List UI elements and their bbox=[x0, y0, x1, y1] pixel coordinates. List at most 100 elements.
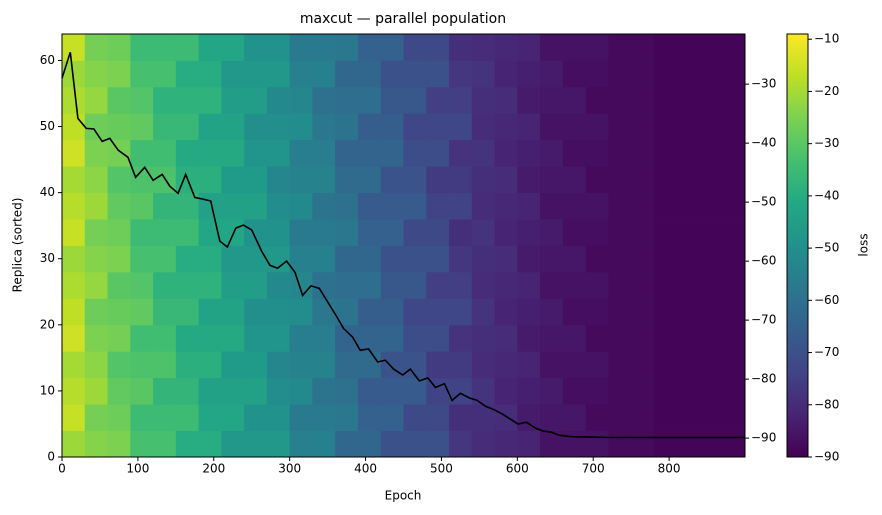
heatmap-cell bbox=[494, 351, 518, 379]
heatmap-cell bbox=[380, 60, 404, 88]
heatmap-cell bbox=[562, 324, 587, 352]
heatmap-cell bbox=[289, 219, 313, 246]
heatmap-cell bbox=[312, 192, 336, 220]
heatmap-cell bbox=[471, 192, 495, 220]
heatmap-cell bbox=[540, 377, 564, 405]
plot-frame bbox=[61, 33, 746, 458]
heatmap-cell bbox=[198, 351, 222, 379]
heatmap-cell bbox=[449, 430, 473, 458]
heatmap-cell bbox=[608, 351, 632, 379]
heatmap-cell bbox=[585, 245, 609, 273]
heatmap-cell bbox=[266, 404, 291, 431]
heatmap-cell bbox=[357, 60, 382, 88]
heatmap-cell bbox=[335, 113, 359, 141]
heatmap-cell bbox=[266, 430, 291, 458]
heatmap-cell bbox=[540, 113, 564, 141]
heatmap-cell bbox=[676, 166, 700, 194]
heatmap-cell bbox=[62, 245, 86, 273]
heatmap-cell bbox=[335, 430, 359, 458]
heatmap-cell bbox=[175, 86, 199, 114]
heatmap-cell bbox=[676, 324, 700, 352]
heatmap-cell bbox=[335, 404, 359, 431]
heatmap-cell bbox=[84, 86, 108, 114]
heatmap-cell bbox=[130, 34, 154, 61]
heatmap-cell bbox=[107, 430, 131, 458]
colorbar-frame bbox=[786, 33, 809, 458]
heatmap-cell bbox=[608, 166, 632, 194]
heatmap-cell bbox=[676, 113, 700, 141]
heatmap-cell bbox=[653, 166, 678, 194]
heatmap-cell bbox=[653, 271, 678, 299]
heatmap-cell bbox=[722, 139, 746, 167]
heatmap-cell bbox=[357, 404, 382, 431]
heatmap-cell bbox=[449, 166, 473, 194]
heatmap-cell bbox=[289, 324, 313, 352]
heatmap-cell bbox=[130, 139, 154, 167]
heatmap-cell bbox=[653, 324, 678, 352]
heatmap-cell bbox=[585, 271, 609, 299]
heatmap-cell bbox=[380, 219, 404, 246]
heatmap-cell bbox=[722, 245, 746, 273]
heatmap-cell bbox=[357, 377, 382, 405]
heatmap-cell bbox=[175, 139, 199, 167]
heatmap-cell bbox=[471, 219, 495, 246]
heatmap-cell bbox=[562, 34, 587, 61]
heatmap-cell bbox=[107, 351, 131, 379]
heatmap-cell bbox=[722, 192, 746, 220]
heatmap-cell bbox=[403, 192, 427, 220]
heatmap-cell bbox=[471, 113, 495, 141]
heatmap-cell bbox=[289, 86, 313, 114]
heatmap-cell bbox=[517, 271, 541, 299]
heatmap-cell bbox=[426, 377, 450, 405]
heatmap-cell bbox=[608, 34, 632, 61]
heatmap-cell bbox=[608, 298, 632, 326]
heatmap-cell bbox=[221, 430, 245, 458]
heatmap-cell bbox=[153, 86, 177, 114]
heatmap-cell bbox=[426, 351, 450, 379]
heatmap-cell bbox=[84, 113, 108, 141]
heatmap-cell bbox=[153, 113, 177, 141]
x-tick-label: 800 bbox=[658, 462, 681, 476]
heatmap-cell bbox=[653, 298, 678, 326]
heatmap-cell bbox=[517, 245, 541, 273]
heatmap-cell bbox=[722, 271, 746, 299]
heatmap-cell bbox=[130, 219, 154, 246]
heatmap-cell bbox=[722, 298, 746, 326]
heatmap-cell bbox=[676, 34, 700, 61]
heatmap-cell bbox=[62, 34, 86, 61]
heatmap-cell bbox=[244, 166, 268, 194]
heatmap-cell bbox=[335, 60, 359, 88]
heatmap-cell bbox=[130, 60, 154, 88]
heatmap-cell bbox=[699, 166, 723, 194]
heatmap-cell bbox=[312, 60, 336, 88]
heatmap-cell bbox=[676, 86, 700, 114]
heatmap-cell bbox=[175, 377, 199, 405]
heatmap-cell bbox=[699, 298, 723, 326]
x-tick-label: 300 bbox=[278, 462, 301, 476]
heatmap-cell bbox=[84, 219, 108, 246]
heatmap-cell bbox=[494, 34, 518, 61]
heatmap-cell bbox=[244, 271, 268, 299]
heatmap-cell bbox=[676, 377, 700, 405]
heatmap-cell bbox=[130, 430, 154, 458]
heatmap-cell bbox=[198, 404, 222, 431]
loss-line bbox=[61, 52, 745, 439]
heatmap-cell bbox=[153, 139, 177, 167]
colorbar-tick-label: −50 bbox=[814, 241, 839, 255]
heatmap-cell bbox=[380, 245, 404, 273]
heatmap-cell bbox=[62, 430, 86, 458]
heatmap-cell bbox=[449, 139, 473, 167]
heatmap-cell bbox=[494, 166, 518, 194]
heatmap-cell bbox=[221, 139, 245, 167]
heatmap-cell bbox=[198, 245, 222, 273]
heatmap-cell bbox=[312, 324, 336, 352]
heatmap-cell bbox=[426, 271, 450, 299]
heatmap-cell bbox=[699, 86, 723, 114]
heatmap-cell bbox=[266, 192, 291, 220]
heatmap-cell bbox=[471, 324, 495, 352]
heatmap-cell bbox=[426, 404, 450, 431]
heatmap-cell bbox=[585, 113, 609, 141]
heatmap-cell bbox=[517, 86, 541, 114]
heatmap-cell bbox=[357, 113, 382, 141]
